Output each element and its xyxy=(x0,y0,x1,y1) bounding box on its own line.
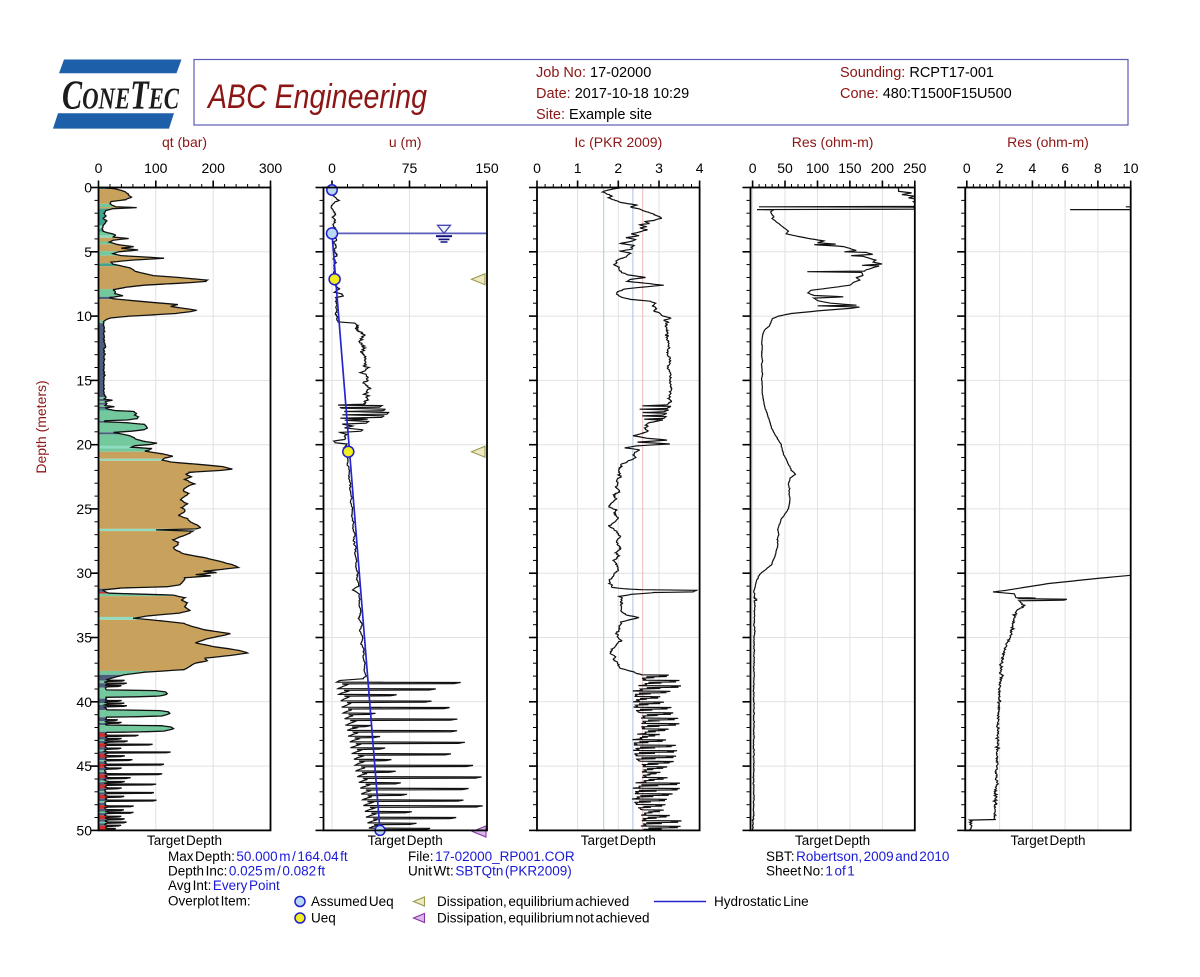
svg-text:Target Depth: Target Depth xyxy=(147,833,222,848)
svg-text:45: 45 xyxy=(76,758,92,774)
svg-text:qt (bar): qt (bar) xyxy=(162,134,207,150)
svg-text:Target Depth: Target Depth xyxy=(581,833,656,848)
svg-text:Ic (PKR 2009): Ic (PKR 2009) xyxy=(574,134,662,150)
svg-text:10: 10 xyxy=(76,308,92,324)
svg-text:u (m): u (m) xyxy=(389,134,422,150)
svg-text:ABC Engineering: ABC Engineering xyxy=(206,78,427,116)
svg-text:Assumed Ueq: Assumed Ueq xyxy=(311,894,394,909)
svg-text:Site: Example site: Site: Example site xyxy=(536,107,652,123)
svg-text:Max Depth: 50.000 m / 164.04 f: Max Depth: 50.000 m / 164.04 ft xyxy=(168,849,348,864)
svg-text:15: 15 xyxy=(76,372,92,388)
svg-text:300: 300 xyxy=(259,160,283,176)
svg-text:8: 8 xyxy=(1094,160,1102,176)
svg-text:0: 0 xyxy=(84,180,92,196)
svg-text:150: 150 xyxy=(838,160,862,176)
svg-text:100: 100 xyxy=(144,160,168,176)
svg-text:40: 40 xyxy=(76,694,92,710)
svg-text:Hydrostatic Line: Hydrostatic Line xyxy=(714,894,809,909)
svg-text:75: 75 xyxy=(402,160,418,176)
svg-text:Dissipation, equilibrium achie: Dissipation, equilibrium achieved xyxy=(437,894,629,909)
svg-text:Depth Inc: 0.025 m / 0.082 ft: Depth Inc: 0.025 m / 0.082 ft xyxy=(168,864,325,879)
svg-text:0: 0 xyxy=(533,160,541,176)
svg-text:Date: 2017-10-18 10:29: Date: 2017-10-18 10:29 xyxy=(536,86,689,102)
svg-text:Job No: 17-02000: Job No: 17-02000 xyxy=(536,65,651,81)
svg-text:50: 50 xyxy=(76,822,92,838)
svg-text:200: 200 xyxy=(202,160,226,176)
svg-text:Sheet No: 1 of 1: Sheet No: 1 of 1 xyxy=(766,864,855,879)
svg-text:Target Depth: Target Depth xyxy=(1010,833,1085,848)
svg-text:250: 250 xyxy=(903,160,927,176)
svg-text:1: 1 xyxy=(574,160,582,176)
svg-text:20: 20 xyxy=(76,437,92,453)
svg-text:0: 0 xyxy=(328,160,336,176)
svg-text:Target Depth: Target Depth xyxy=(795,833,870,848)
svg-text:30: 30 xyxy=(76,565,92,581)
svg-text:Dissipation, equilibrium not a: Dissipation, equilibrium not achieved xyxy=(437,911,650,926)
svg-text:Cone: 480:T1500F15U500: Cone: 480:T1500F15U500 xyxy=(840,86,1012,102)
svg-text:10: 10 xyxy=(1123,160,1139,176)
svg-text:0: 0 xyxy=(963,160,971,176)
svg-text:0: 0 xyxy=(95,160,103,176)
svg-text:150: 150 xyxy=(475,160,499,176)
svg-text:4: 4 xyxy=(696,160,704,176)
svg-text:Depth (meters): Depth (meters) xyxy=(33,380,49,473)
svg-text:File: 17-02000_RP001.COR: File: 17-02000_RP001.COR xyxy=(408,849,575,864)
svg-text:3: 3 xyxy=(655,160,663,176)
svg-text:50: 50 xyxy=(777,160,793,176)
svg-text:Overplot Item:: Overplot Item: xyxy=(168,894,251,909)
svg-text:5: 5 xyxy=(84,244,92,260)
svg-text:Ueq: Ueq xyxy=(311,911,336,926)
svg-text:2: 2 xyxy=(996,160,1004,176)
svg-text:Res (ohm-m): Res (ohm-m) xyxy=(792,134,874,150)
svg-text:0: 0 xyxy=(749,160,757,176)
svg-text:100: 100 xyxy=(806,160,830,176)
svg-text:Target Depth: Target Depth xyxy=(368,833,443,848)
svg-text:25: 25 xyxy=(76,501,92,517)
svg-text:35: 35 xyxy=(76,630,92,646)
svg-text:4: 4 xyxy=(1029,160,1037,176)
svg-text:Sounding: RCPT17-001: Sounding: RCPT17-001 xyxy=(840,65,994,81)
svg-text:200: 200 xyxy=(871,160,895,176)
svg-text:SBT: Robertson, 2009 and 2010: SBT: Robertson, 2009 and 2010 xyxy=(766,849,949,864)
svg-text:Avg Int: Every Point: Avg Int: Every Point xyxy=(168,878,280,893)
svg-text:6: 6 xyxy=(1061,160,1069,176)
svg-text:Res (ohm-m): Res (ohm-m) xyxy=(1007,134,1089,150)
svg-text:Unit Wt: SBTQtn (PKR2009): Unit Wt: SBTQtn (PKR2009) xyxy=(408,864,572,879)
svg-text:2: 2 xyxy=(614,160,622,176)
